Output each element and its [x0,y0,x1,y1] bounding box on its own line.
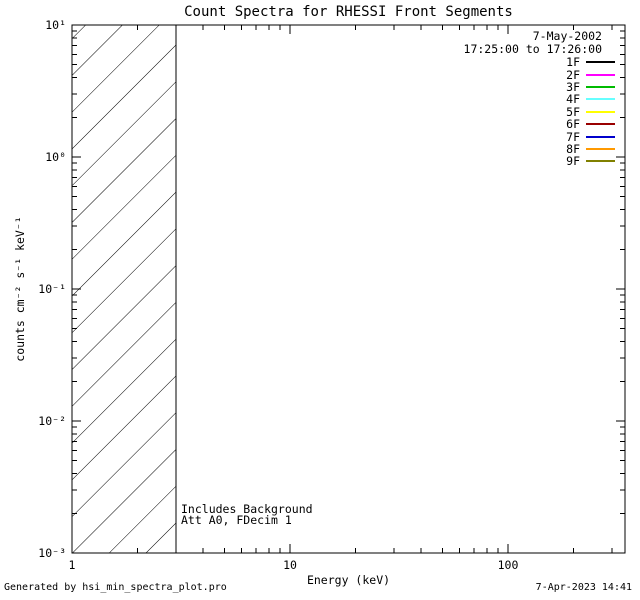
legend-entry-5f: 5F [566,106,615,118]
legend-line-swatch [586,160,615,163]
annotation-includes-background: Includes Background [181,502,313,516]
legend-label: 7F [566,129,580,144]
legend-label: 5F [566,104,580,119]
legend-label: 3F [566,79,580,94]
y-tick-label-1e1: 10¹ [45,18,66,32]
legend-line-swatch [586,85,615,88]
legend-line-swatch [586,135,615,138]
y-tick-label-1e-1: 10⁻¹ [38,282,66,296]
x-tick-label-10: 10 [283,558,297,572]
x-tick-label-100: 100 [497,558,519,572]
legend-line-swatch [586,73,615,76]
legend-entry-6f: 6F [566,118,615,130]
x-tick-label-1: 1 [68,558,76,572]
x-axis-label: Energy (keV) [306,573,391,587]
legend-line-swatch [586,123,615,126]
y-tick-label-1e0: 10⁰ [45,150,66,164]
legend-entry-9f: 9F [566,155,615,167]
legend-time-range: 17:25:00 to 17:26:00 [463,42,602,56]
legend-line-swatch [586,147,615,150]
y-tick-label-1e-3: 10⁻³ [38,546,66,560]
render-timestamp: 7-Apr-2023 14:41 [535,582,632,593]
legend-entry-4f: 4F [566,93,615,105]
legend-line-swatch [586,110,615,113]
generator-credit: Generated by hsi_min_spectra_plot.pro [4,582,227,593]
legend-line-swatch [586,98,615,101]
legend-entry-2f: 2F [566,67,615,82]
y-tick-label-1e-2: 10⁻² [38,414,66,428]
legend-label: 9F [566,154,580,169]
legend-date: 7-May-2002 [532,29,602,43]
legend-entry-3f: 3F [566,81,615,93]
legend-entry-8f: 8F [566,143,615,155]
axis-ticks [71,25,625,554]
legend-entry-7f: 7F [566,129,615,144]
legend-label: 4F [566,92,580,107]
legend-entry-1f: 1F [566,56,615,68]
annotation-attenuator-state: Att A0, FDecim 1 [181,513,292,527]
chart-title: Count Spectra for RHESSI Front Segments [184,4,513,20]
legend: 7-May-2002 17:25:00 to 17:26:00 1F 2F 3F… [464,30,615,168]
legend-label: 6F [566,117,580,132]
legend-label: 2F [566,67,580,82]
legend-line-swatch [586,61,615,64]
legend-label: 8F [566,141,580,156]
legend-label: 1F [566,55,580,70]
hatched-exclusion-region [72,25,176,553]
